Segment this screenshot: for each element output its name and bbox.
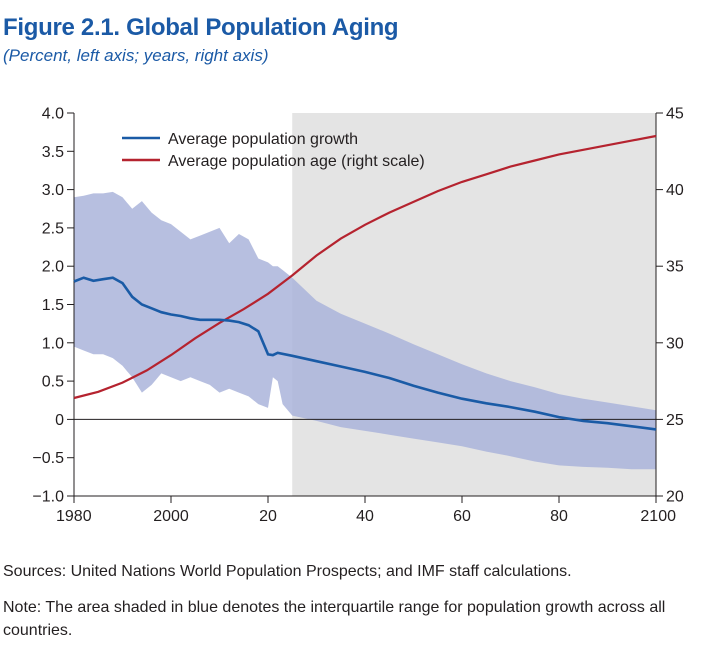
- average-population-age-line: [73, 134, 657, 400]
- x-axis-tick-label: 60: [453, 508, 471, 525]
- right-axis-tick-label: 30: [666, 335, 684, 352]
- left-axis-tick-label: 2.0: [42, 259, 64, 276]
- legend-label-age: Average population age (right scale): [168, 153, 425, 170]
- figure-title: Figure 2.1. Global Population Aging: [3, 14, 399, 41]
- left-axis-tick-label: 0.5: [42, 374, 64, 391]
- right-axis-tick-label: 40: [666, 182, 684, 199]
- population-aging-chart: 4.0 3.5 3.0 2.5 2.0 1.5 1.0 0.5 0 −0.5 −1.0 45 40 35…: [32, 106, 684, 526]
- right-axis-tick-label: 45: [666, 106, 684, 123]
- left-axis-tick-label: 3.0: [42, 182, 64, 199]
- left-axis-tick-label: −1.0: [32, 489, 64, 506]
- left-axis-tick-label: 3.5: [42, 144, 64, 161]
- right-axis-ticks: 45 40 35 30 25 20: [656, 106, 684, 506]
- left-axis-tick-label: 1.5: [42, 297, 64, 314]
- figure-subtitle: (Percent, left axis; years, right axis): [3, 46, 269, 65]
- left-axis-tick-label: 1.0: [42, 335, 64, 352]
- average-population-growth-line: [73, 276, 657, 431]
- left-axis-tick-label: 4.0: [42, 106, 64, 123]
- left-axis-tick-label: 2.5: [42, 220, 64, 237]
- x-axis-tick-label: 40: [356, 508, 374, 525]
- iqr-band: [74, 191, 656, 470]
- x-axis-tick-label: 20: [259, 508, 277, 525]
- right-axis-tick-label: 35: [666, 259, 684, 276]
- left-axis-tick-label: 0: [55, 412, 64, 429]
- right-axis-tick-label: 20: [666, 489, 684, 506]
- left-axis-tick-label: −0.5: [32, 450, 64, 467]
- note-text: Note: The area shaded in blue denotes th…: [3, 599, 666, 639]
- x-axis-tick-label: 80: [550, 508, 568, 525]
- x-axis-tick-label: 1980: [56, 508, 92, 525]
- left-axis-ticks: 4.0 3.5 3.0 2.5 2.0 1.5 1.0 0.5 0 −0.5 −1.0: [32, 106, 74, 506]
- legend-label-growth: Average population growth: [168, 131, 358, 148]
- x-axis-tick-label: 2100: [640, 508, 676, 525]
- x-axis-tick-label: 2000: [153, 508, 189, 525]
- x-axis-ticks: 1980 2000 20 40 60 80 2100: [56, 496, 676, 525]
- sources-text: Sources: United Nations World Population…: [3, 563, 572, 580]
- right-axis-tick-label: 25: [666, 412, 684, 429]
- legend: Average population growth Average popula…: [122, 131, 425, 170]
